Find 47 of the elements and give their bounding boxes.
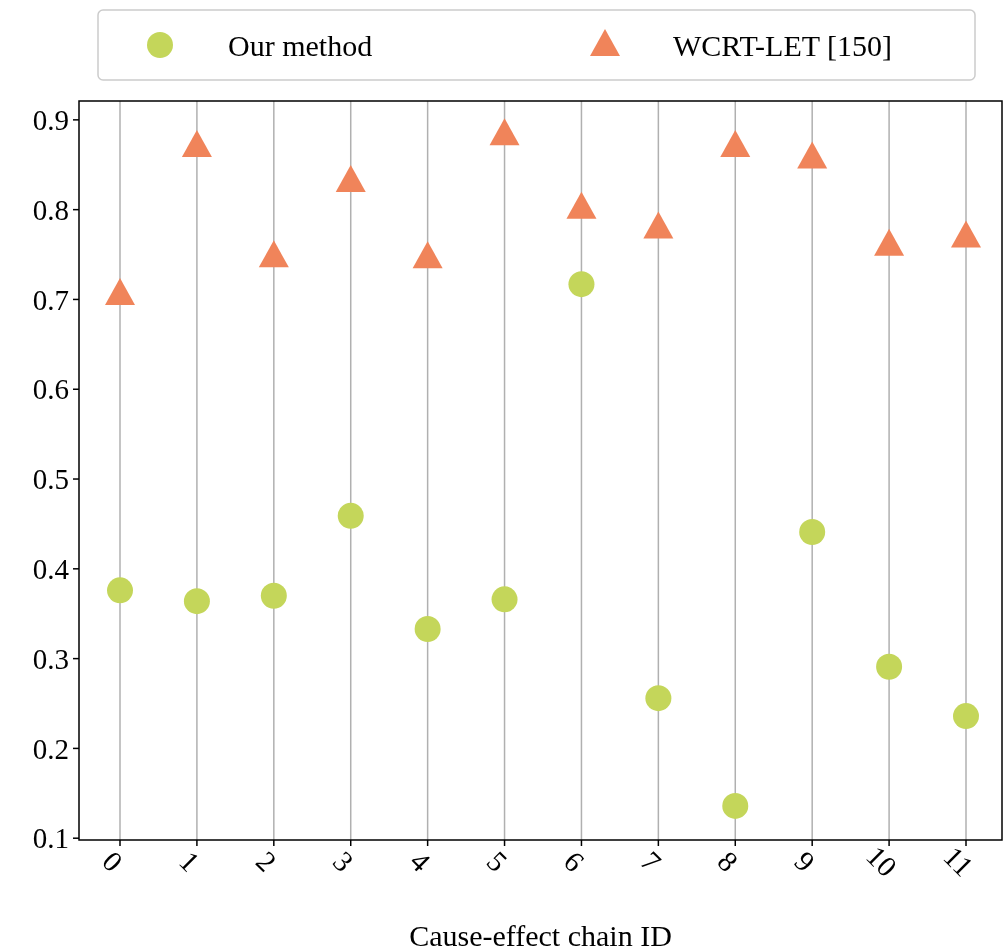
- y-tick-label: 0.7: [32, 283, 69, 316]
- point: [876, 653, 903, 680]
- x-tick-label: 4: [403, 844, 438, 879]
- x-tick-label: 0: [96, 844, 130, 878]
- point: [720, 129, 751, 157]
- y-tick-label: 0.9: [32, 104, 69, 137]
- x-tick-label: 10: [860, 839, 904, 883]
- x-tick-label: 2: [250, 844, 283, 878]
- x-tick-label: 1: [173, 844, 207, 878]
- point: [645, 685, 672, 712]
- point: [566, 191, 597, 219]
- point: [797, 141, 828, 169]
- x-tick-label: 7: [634, 844, 668, 878]
- point: [414, 615, 441, 642]
- y-tick-label: 0.1: [32, 822, 69, 855]
- y-tick-label: 0.4: [32, 552, 70, 585]
- x-tick-label: 3: [327, 844, 360, 878]
- x-tick-label: 5: [480, 844, 514, 878]
- point: [105, 278, 135, 306]
- point: [951, 220, 981, 248]
- point: [258, 240, 289, 268]
- point: [260, 582, 287, 609]
- x-axis-title: Cause-effect chain ID: [409, 919, 672, 950]
- point: [799, 519, 826, 546]
- point: [643, 211, 674, 239]
- point: [722, 792, 749, 819]
- x-tick-label: 9: [788, 844, 822, 878]
- legend-label: Our method: [228, 28, 373, 62]
- y-tick-label: 0.8: [32, 193, 69, 226]
- y-tick-label: 0.3: [32, 642, 69, 675]
- point: [412, 241, 443, 269]
- point: [335, 164, 366, 192]
- point: [874, 228, 905, 256]
- x-tick-label: 11: [937, 840, 980, 883]
- point: [183, 588, 210, 615]
- point: [489, 118, 520, 146]
- point: [181, 129, 212, 157]
- y-tick-label: 0.6: [32, 373, 69, 406]
- point: [337, 502, 364, 529]
- point: [107, 577, 133, 604]
- x-tick-label: 8: [711, 844, 745, 878]
- point: [953, 703, 979, 730]
- y-tick-label: 0.5: [32, 463, 69, 496]
- legend-label: WCRT-LET [150]: [673, 28, 893, 62]
- point: [491, 586, 518, 613]
- x-tick-label: 6: [557, 844, 591, 878]
- y-tick-label: 0.2: [32, 732, 69, 765]
